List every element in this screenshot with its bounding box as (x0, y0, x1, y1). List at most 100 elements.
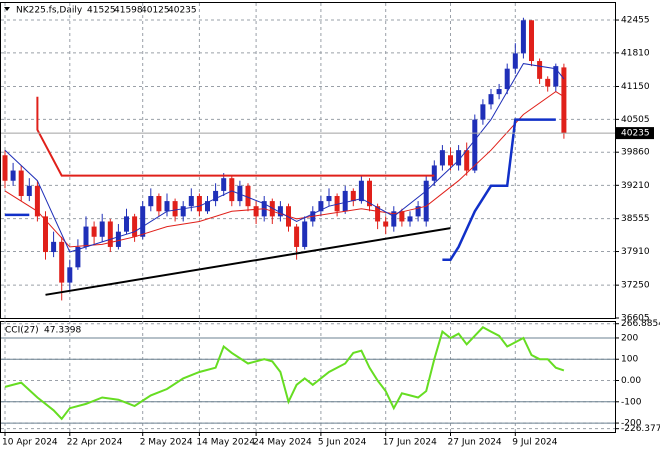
y-tick-label: -226.377 (621, 424, 660, 434)
candle-body (302, 221, 308, 247)
ohlc-open: 41525 (87, 6, 116, 16)
cci-value: 47.3398 (44, 326, 81, 336)
ohlc-close: 40235 (168, 6, 197, 16)
candle-body (358, 180, 364, 202)
candle-body (537, 61, 543, 79)
candle-body (464, 150, 470, 171)
overlay-line (4, 63, 565, 253)
candle-body (561, 67, 567, 134)
cci-title: CCI(27) (5, 326, 39, 336)
candle-body (480, 104, 486, 120)
candle-body (124, 216, 129, 232)
menu-icon (4, 7, 10, 11)
x-tick-label: 10 Apr 2024 (2, 438, 58, 448)
y-tick-label: 37910 (621, 247, 650, 257)
symbol-title: NK225.fs,Daily (16, 6, 83, 16)
candle-body (488, 94, 494, 105)
candle-body (172, 201, 178, 217)
candle-body (140, 206, 146, 237)
x-tick-label: 22 Apr 2024 (67, 438, 123, 448)
y-tick-label: 41810 (621, 48, 650, 58)
candle-body (496, 89, 502, 95)
overlay-line (4, 90, 565, 248)
candle-body (83, 226, 89, 247)
candle-body (326, 196, 332, 202)
candle-body (107, 221, 113, 247)
candle-body (245, 185, 251, 207)
candle-body (34, 185, 40, 217)
candle-body (213, 190, 219, 202)
candle-body (439, 150, 445, 166)
overlay-line (5, 118, 556, 261)
x-tick-label: 2 May 2024 (140, 438, 193, 448)
candle-body (391, 211, 397, 227)
overlay-line (45, 227, 451, 296)
candle-body (504, 68, 510, 90)
last-price-box (616, 127, 654, 140)
candle-body (399, 211, 405, 222)
candle-body (553, 66, 559, 87)
candle-body (148, 196, 154, 207)
candle-body (2, 155, 8, 181)
cci-line (4, 326, 565, 421)
candle-body (10, 170, 16, 181)
candle-body (132, 216, 138, 237)
x-tick-label: 27 Jun 2024 (448, 438, 502, 448)
x-tick-label: 9 Jul 2024 (512, 438, 557, 448)
candle-body (269, 201, 275, 217)
y-tick-label: 39210 (621, 181, 650, 191)
candle-body (529, 20, 534, 62)
candle-body (221, 178, 227, 191)
y-tick-label: 37250 (621, 281, 650, 291)
price-panel (0, 2, 616, 319)
x-tick-label: 24 May 2024 (253, 438, 312, 448)
y-tick-label: 39860 (621, 148, 650, 158)
candle-body (253, 206, 259, 217)
candle-body (545, 78, 551, 87)
candle-body (59, 241, 65, 283)
candle-body (277, 206, 283, 217)
candle-body (520, 20, 526, 54)
candle-body (67, 267, 73, 283)
candle-body (407, 216, 413, 222)
candle-body (115, 231, 121, 247)
y-tick-label: 200 (621, 333, 638, 343)
candle-body (472, 119, 478, 171)
ohlc-low: 40125 (141, 6, 170, 16)
y-tick-label: 0.00 (621, 376, 641, 386)
candle-body (164, 201, 170, 212)
x-tick-label: 14 May 2024 (196, 438, 255, 448)
candle-body (334, 196, 340, 212)
candle-body (456, 150, 462, 166)
candle-body (431, 165, 437, 181)
y-tick-label: 266.8854 (621, 319, 660, 329)
candle-body (91, 226, 97, 237)
y-tick-label: 38555 (621, 214, 650, 224)
candle-body (350, 190, 356, 202)
last-price-label: 40235 (621, 129, 650, 139)
candle-body (99, 221, 105, 237)
candle-body (229, 178, 235, 202)
x-tick-label: 17 Jun 2024 (383, 438, 437, 448)
y-tick-label: -100 (621, 397, 642, 407)
candle-body (342, 190, 348, 212)
y-tick-label: 100 (621, 355, 638, 365)
candle-body (156, 196, 162, 212)
candle-body (367, 180, 372, 207)
candle-body (448, 155, 453, 166)
candle-body (26, 185, 32, 197)
candle-body (18, 170, 24, 197)
candle-body (180, 206, 186, 217)
candle-body (43, 216, 48, 253)
ohlc-high: 41598 (114, 6, 143, 16)
candle-body (294, 226, 300, 247)
cci-panel (0, 321, 616, 433)
candle-body (423, 180, 429, 222)
y-tick-label: -200 (621, 419, 642, 429)
candle-body (205, 201, 210, 212)
overlay-line (36, 96, 435, 177)
candle-body (75, 246, 81, 268)
candle-body (375, 206, 381, 222)
